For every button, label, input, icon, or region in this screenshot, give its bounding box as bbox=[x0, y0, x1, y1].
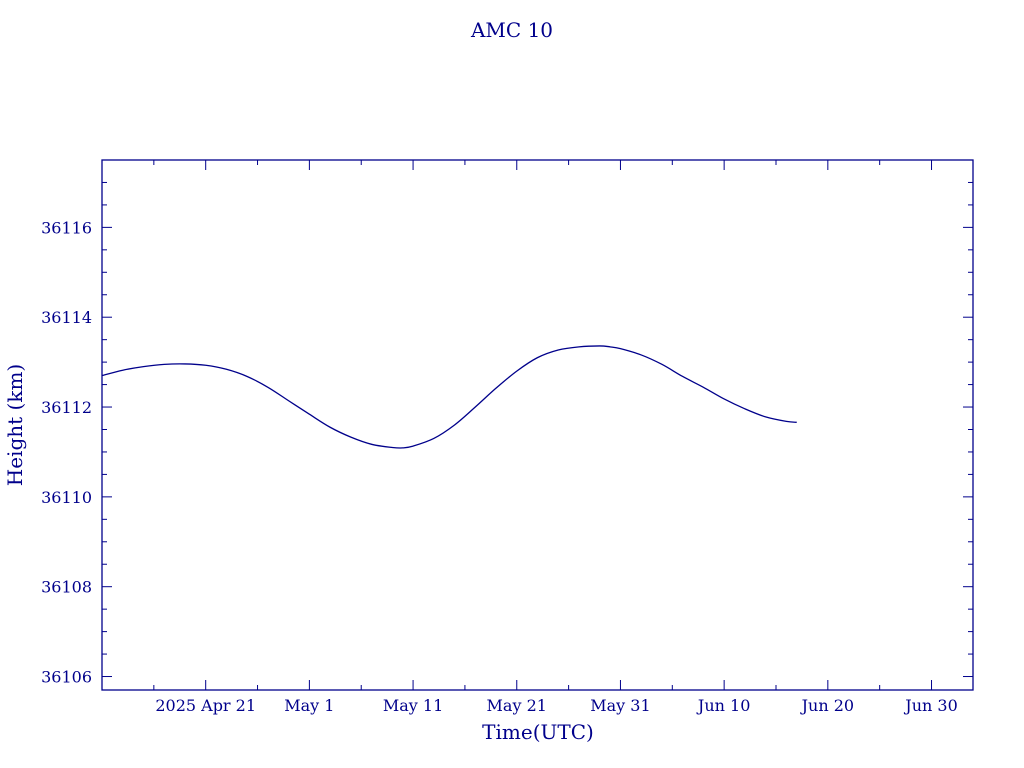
x-tick-label: Jun 20 bbox=[800, 696, 854, 715]
x-axis-label: Time(UTC) bbox=[482, 720, 594, 744]
x-tick-label: 2025 Apr 21 bbox=[155, 696, 256, 715]
y-axis-ticks: 36106 36108 36110 36112 36114 36116 bbox=[41, 218, 973, 687]
y-tick-label: 36114 bbox=[41, 308, 92, 327]
y-tick-label: 36116 bbox=[41, 218, 92, 237]
x-tick-label: Jun 10 bbox=[696, 696, 750, 715]
x-tick-label: May 31 bbox=[590, 696, 650, 715]
y-tick-label: 36108 bbox=[41, 578, 92, 597]
plot-frame bbox=[101, 159, 974, 691]
y-tick-label: 36110 bbox=[41, 488, 92, 507]
minor-ticks bbox=[102, 160, 973, 690]
y-tick-label: 36112 bbox=[41, 398, 92, 417]
chart-title: AMC 10 bbox=[470, 18, 553, 42]
y-tick-label: 36106 bbox=[41, 668, 92, 687]
height-series-line bbox=[101, 345, 797, 449]
x-tick-label: Jun 30 bbox=[903, 696, 957, 715]
x-axis-ticks: 2025 Apr 21 May 1 May 11 May 21 May 31 Jun 10… bbox=[155, 160, 958, 715]
x-tick-label: May 1 bbox=[284, 696, 334, 715]
y-axis-label: Height (km) bbox=[3, 364, 27, 486]
x-tick-label: May 21 bbox=[487, 696, 547, 715]
x-tick-label: May 11 bbox=[383, 696, 443, 715]
